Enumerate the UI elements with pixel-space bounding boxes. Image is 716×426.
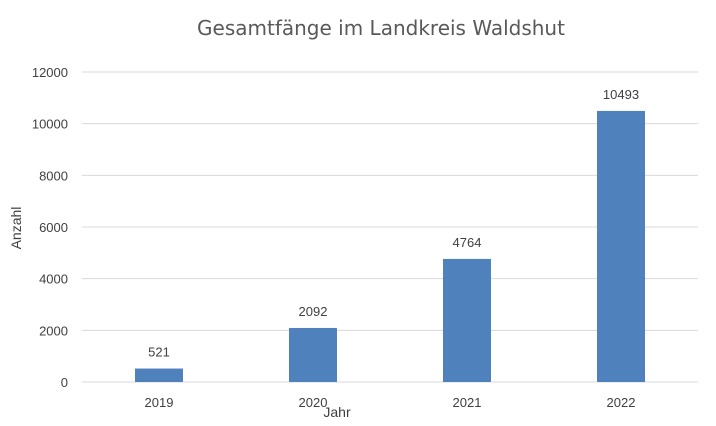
chart-title: Gesamtfänge im Landkreis Waldshut <box>197 16 565 40</box>
y-axis-label: Anzahl <box>8 207 24 250</box>
y-tick-label: 12000 <box>32 65 68 80</box>
y-tick-label: 0 <box>61 375 68 390</box>
y-tick-label: 10000 <box>32 117 68 132</box>
bar-2021 <box>443 258 491 382</box>
y-tick-label: 6000 <box>39 220 68 235</box>
x-tick-label-2020: 2020 <box>299 395 328 410</box>
data-label-2019: 521 <box>148 345 170 360</box>
data-label-2020: 2092 <box>299 304 328 319</box>
x-axis-ticks: 2019 2020 2021 2022 <box>145 395 636 410</box>
y-tick-label: 4000 <box>39 272 68 287</box>
data-label-2022: 10493 <box>603 87 639 102</box>
data-label-2021: 4764 <box>453 235 482 250</box>
x-tick-label-2022: 2022 <box>607 395 636 410</box>
grid-lines <box>82 71 698 383</box>
bar-2020 <box>289 327 337 382</box>
bar-2019 <box>135 368 183 382</box>
x-tick-label-2021: 2021 <box>453 395 482 410</box>
data-labels: 521 2092 4764 10493 <box>148 87 639 360</box>
y-tick-label: 8000 <box>39 168 68 183</box>
bar-2022 <box>597 110 645 382</box>
x-axis-label: Jahr <box>323 404 351 420</box>
bars <box>135 110 645 382</box>
x-tick-label-2019: 2019 <box>145 395 174 410</box>
y-axis-ticks: 0 2000 4000 6000 8000 10000 12000 <box>32 65 68 390</box>
y-tick-label: 2000 <box>39 323 68 338</box>
